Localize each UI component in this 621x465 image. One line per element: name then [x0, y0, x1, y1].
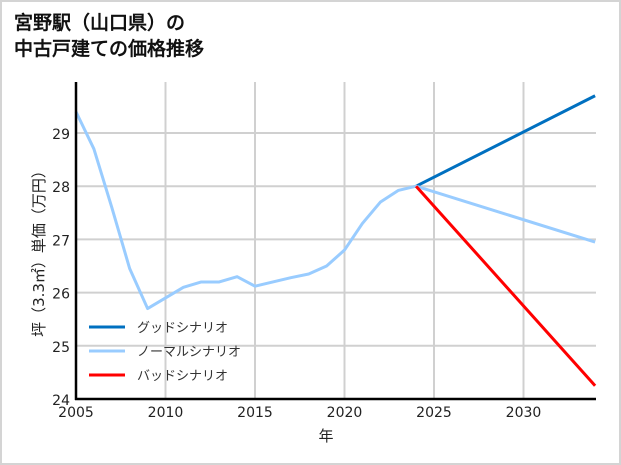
y-tick-label: 25 — [52, 340, 70, 356]
series-line-1 — [415, 94, 596, 188]
y-tick-label: 28 — [52, 180, 70, 196]
x-axis-label: 年 — [318, 427, 333, 445]
x-tick-label: 2020 — [327, 405, 363, 421]
y-tick-label: 29 — [52, 127, 70, 143]
y-tick-label: 24 — [52, 393, 70, 409]
series-line-3 — [414, 185, 597, 387]
title-line-2: 中古戸建ての価格推移 — [14, 38, 205, 60]
y-tick-label: 27 — [52, 233, 70, 249]
legend-label-2: ノーマルシナリオ — [137, 345, 241, 360]
title-line-1: 宮野駅（山口県）の — [14, 12, 186, 34]
chart-title: 宮野駅（山口県）の 中古戸建ての価格推移 — [14, 10, 204, 62]
legend-label-3: バッドシナリオ — [137, 369, 228, 384]
y-tick-label: 26 — [52, 287, 70, 303]
legend-label-1: グッドシナリオ — [137, 321, 228, 336]
x-tick-label: 2010 — [148, 405, 184, 421]
x-tick-label: 2005 — [58, 405, 94, 421]
y-axis-label: 坪（3.3㎡）単価（万円） — [30, 163, 48, 337]
x-tick-label: 2015 — [237, 405, 273, 421]
x-tick-label: 2025 — [416, 405, 452, 421]
series-line-2 — [74, 111, 596, 311]
x-tick-label: 2030 — [506, 405, 542, 421]
